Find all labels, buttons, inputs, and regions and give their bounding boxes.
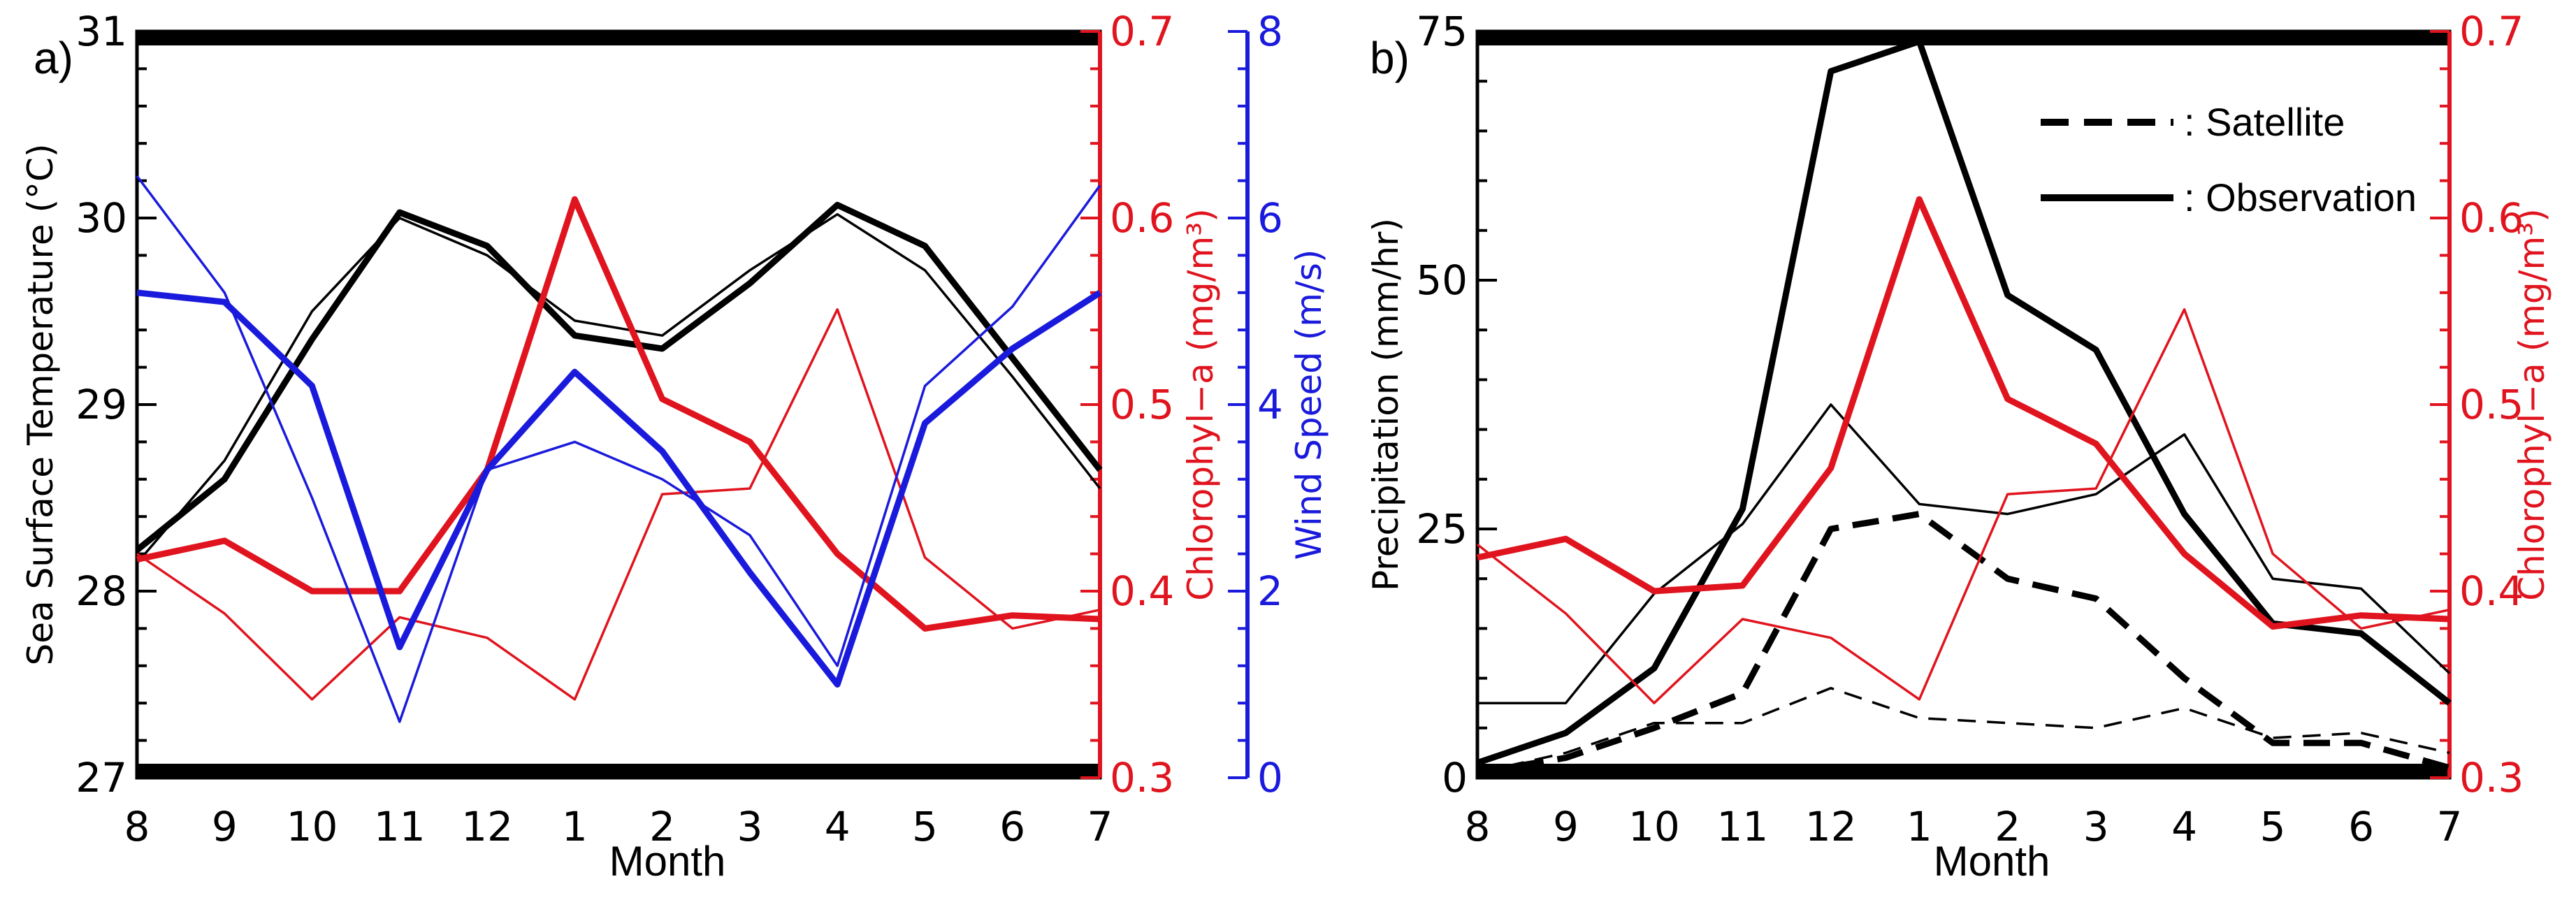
legend-label: : Observation [2184, 175, 2417, 219]
x-tick-label: 11 [1716, 803, 1768, 850]
x-tick-label: 1 [1906, 803, 1932, 850]
x-tick-label: 9 [212, 803, 238, 850]
x-tick-label: 12 [461, 803, 513, 850]
panel-label: a) [34, 33, 73, 83]
panel-b: 8 9 10 11 12 1 2 3 4 5 6 7Monthb)0255075Precipitati… [1366, 8, 2552, 885]
x-tick-label: 9 [1553, 803, 1579, 850]
x-tick-label: 6 [999, 803, 1025, 850]
panel-label: b) [1370, 33, 1410, 83]
x-tick-label: 4 [825, 803, 851, 850]
right-tick-label: 0.5 [2459, 381, 2524, 428]
x-axis-label: Month [1934, 838, 2050, 885]
series-line-0 [1477, 687, 2450, 774]
right2-axis-title: Wind Speed (m/s) [1289, 249, 1329, 560]
right2-tick-label: 8 [1257, 8, 1283, 55]
x-tick-label: 7 [1087, 803, 1113, 850]
x-tick-label: 8 [1465, 803, 1491, 850]
series-line-4 [136, 175, 1101, 723]
series-line-2 [1477, 403, 2451, 704]
x-tick-label: 5 [912, 803, 938, 850]
x-tick-label: 12 [1805, 803, 1857, 850]
legend-label: : Satellite [2184, 100, 2345, 144]
series-line-1 [135, 201, 1103, 553]
x-tick-label: 1 [562, 803, 588, 850]
series-line-5 [136, 289, 1102, 688]
left-tick-label: 30 [75, 194, 127, 242]
left-axis-title: Sea Surface Temperature (°C) [20, 144, 61, 666]
right-tick-label: 0.3 [2459, 754, 2524, 801]
right-axis-title: Chlorophyl−a (mg/m³) [2512, 208, 2552, 601]
plot-frame [135, 29, 1102, 780]
right2-tick-label: 2 [1257, 567, 1283, 615]
left-tick-label: 29 [75, 381, 127, 428]
left-tick-label: 50 [1416, 256, 1468, 304]
x-tick-label: 5 [2260, 803, 2286, 850]
x-tick-label: 2 [649, 803, 675, 850]
right1-tick-label: 0.4 [1110, 567, 1174, 615]
right-tick-label: 0.4 [2459, 567, 2524, 615]
series-line-3 [1476, 38, 2452, 766]
right2-tick-label: 6 [1257, 194, 1283, 242]
series-line-4 [1476, 308, 2450, 704]
right1-tick-label: 0.3 [1110, 754, 1174, 801]
right1-tick-label: 0.7 [1110, 8, 1174, 55]
x-tick-label: 3 [2083, 803, 2109, 850]
left-tick-label: 75 [1416, 8, 1468, 55]
right1-tick-label: 0.5 [1110, 381, 1174, 428]
left-tick-label: 25 [1416, 505, 1468, 553]
x-tick-label: 4 [2171, 803, 2197, 850]
series-line-5 [1477, 196, 2450, 630]
left-tick-label: 0 [1442, 754, 1468, 801]
right2-tick-label: 0 [1257, 754, 1283, 801]
x-tick-label: 10 [287, 803, 338, 850]
x-tick-label: 7 [2437, 803, 2463, 850]
right1-tick-label: 0.6 [1110, 194, 1174, 242]
x-tick-label: 2 [1995, 803, 2020, 850]
x-tick-label: 11 [374, 803, 426, 850]
left-tick-label: 28 [75, 567, 127, 615]
series-line-1 [1477, 511, 2451, 776]
series-line-3 [136, 196, 1101, 632]
x-tick-label: 6 [2348, 803, 2374, 850]
series-line-0 [136, 212, 1101, 565]
x-tick-label: 8 [124, 803, 150, 850]
x-tick-label: 10 [1628, 803, 1680, 850]
left-axis-title: Precipitation (mm/hr) [1366, 218, 1406, 591]
series-line-2 [136, 308, 1101, 701]
left-tick-label: 31 [75, 8, 127, 55]
left-tick-label: 27 [75, 754, 127, 801]
x-axis-label: Month [609, 838, 726, 885]
right1-axis-title: Chlorophyl−a (mg/m³) [1180, 208, 1221, 601]
x-tick-label: 3 [737, 803, 762, 850]
right-tick-label: 0.7 [2459, 8, 2524, 55]
right-tick-label: 0.6 [2459, 194, 2524, 242]
right2-tick-label: 4 [1257, 381, 1283, 428]
